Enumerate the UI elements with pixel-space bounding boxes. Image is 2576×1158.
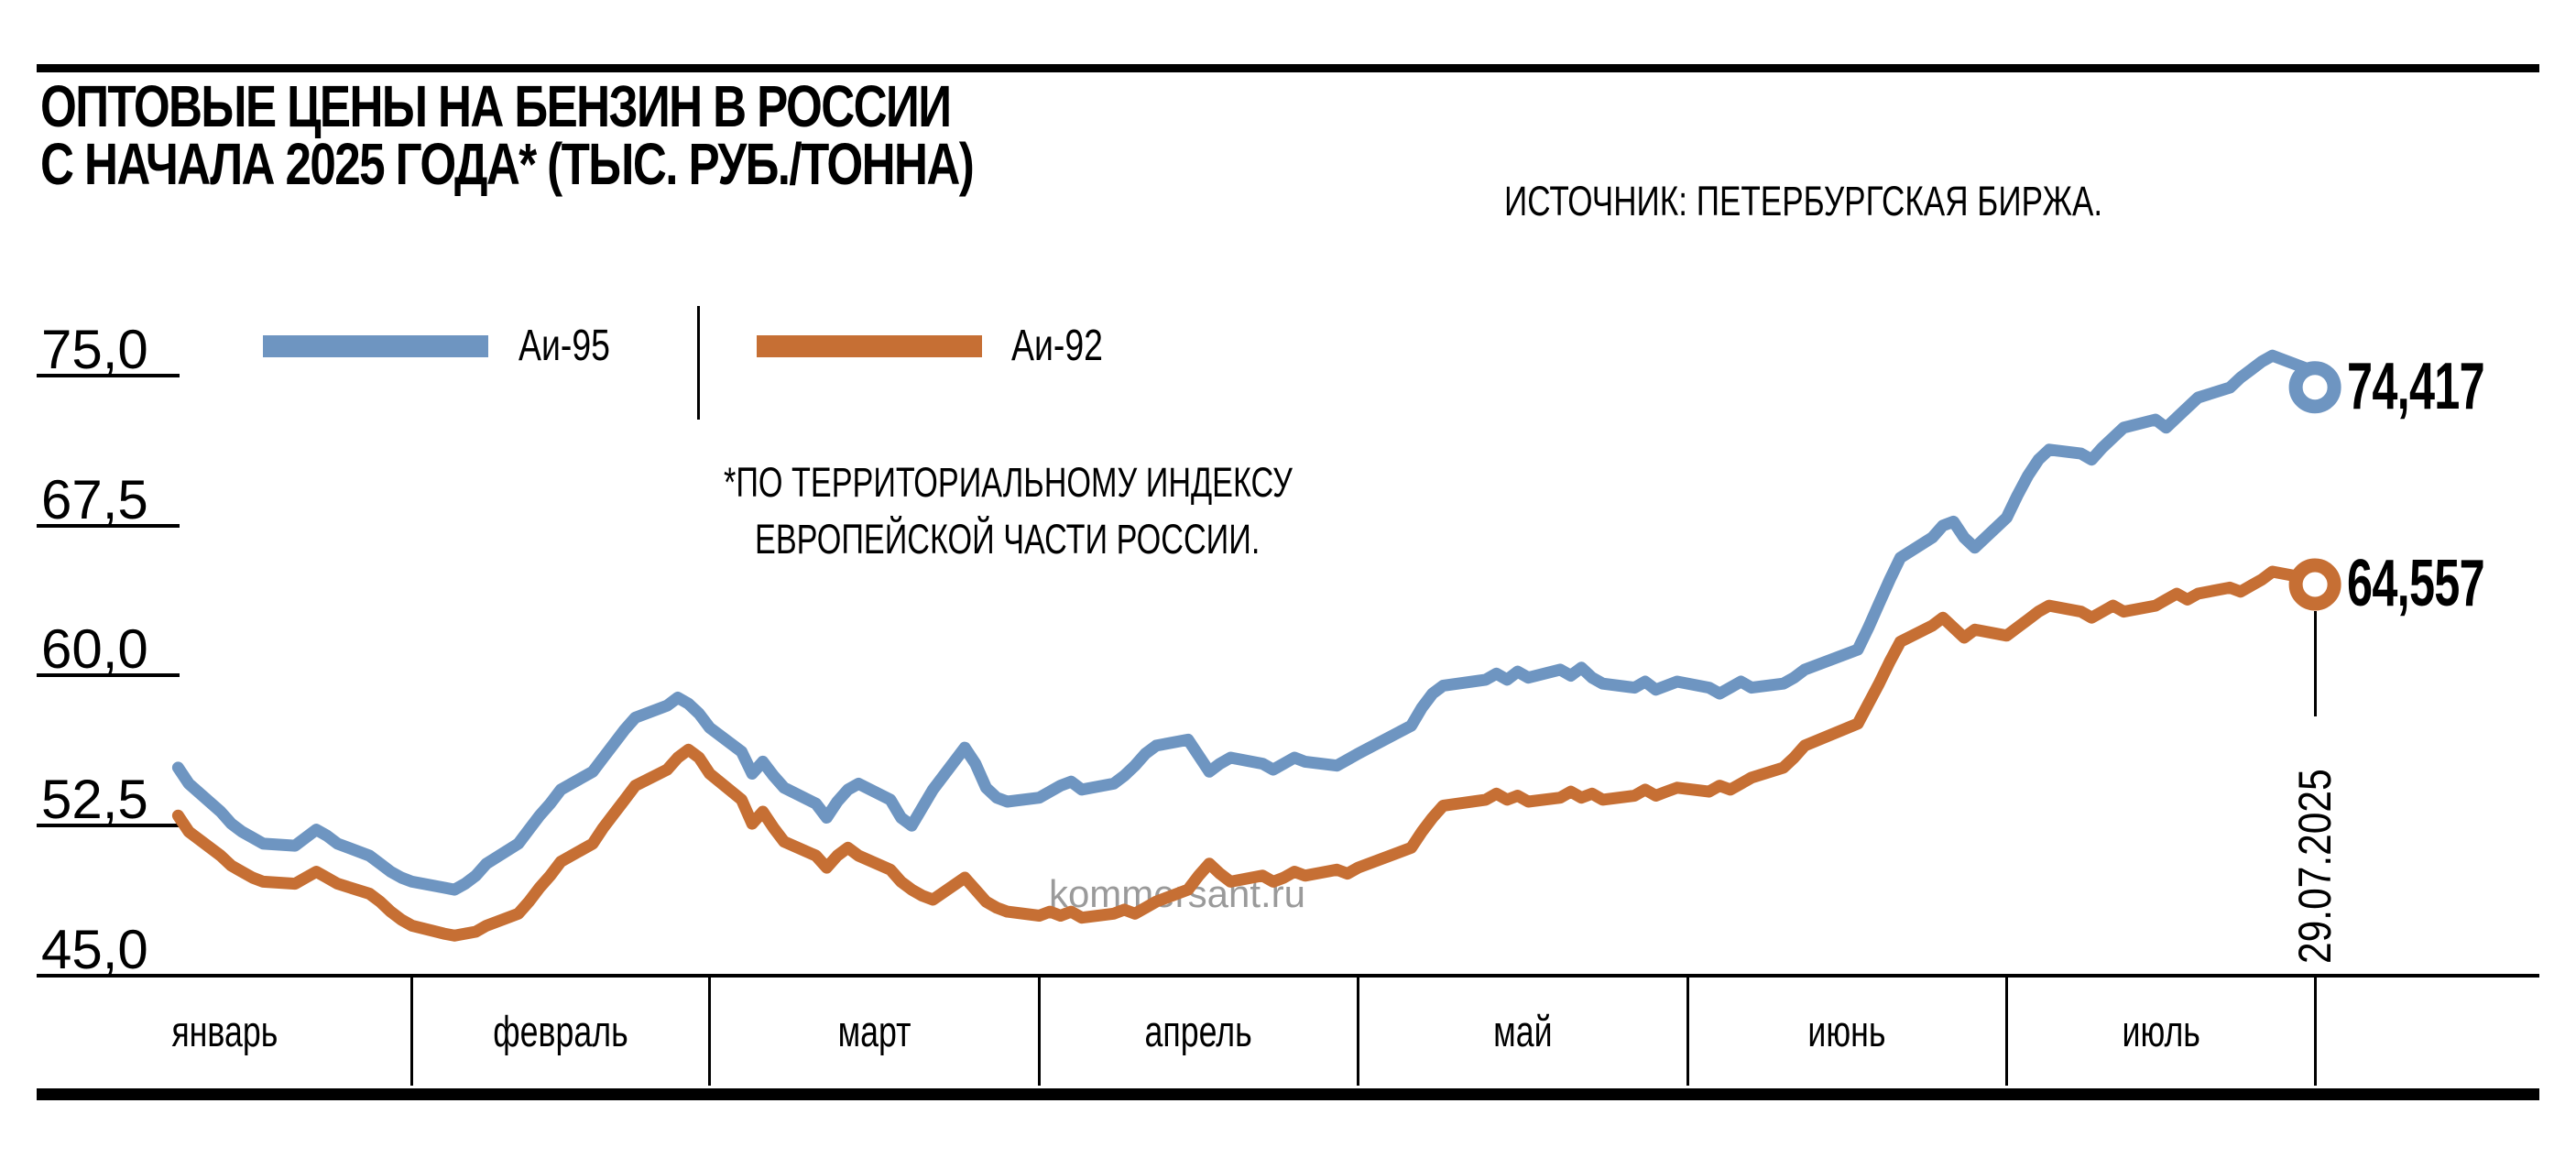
month-label-text: июль: [2122, 1007, 2200, 1055]
y-tick-label: 67,5: [41, 468, 148, 530]
legend-divider: [697, 306, 700, 420]
legend-label-ai92: Аи-92: [1011, 322, 1103, 370]
y-tick-line: [37, 673, 180, 678]
month-label-text: апрель: [1144, 1007, 1253, 1055]
month-label: апрель: [1039, 1010, 1358, 1053]
y-tick-line: [37, 374, 180, 377]
y-tick-label: 52,5: [41, 769, 148, 831]
month-tick: [1037, 978, 1041, 1086]
page-title: ОПТОВЫЕ ЦЕНЫ НА БЕНЗИН В РОССИИ: [40, 77, 1178, 136]
top-rule: [37, 64, 2539, 72]
month-label-text: февраль: [493, 1007, 628, 1055]
legend-label-ai95: Аи-95: [518, 322, 610, 370]
month-label-text: январь: [170, 1007, 278, 1055]
y-tick-line: [37, 824, 180, 828]
page-subtitle: С НАЧАЛА 2025 ГОДА* (ТЫС. РУБ./ТОННА): [40, 135, 1206, 193]
series-line-95: [171, 349, 2321, 896]
month-label-text: июнь: [1807, 1007, 1886, 1055]
month-label: июнь: [1687, 1010, 2006, 1053]
value-label-ai92: 64,557: [2347, 547, 2485, 620]
legend-swatch-ai92: [757, 335, 982, 357]
month-label: февраль: [412, 1010, 710, 1053]
x-axis-line: [37, 974, 2539, 978]
bottom-bar: [37, 1088, 2539, 1100]
y-tick-label: 75,0: [41, 319, 148, 380]
series-line-92: [171, 565, 2321, 942]
month-label-text: май: [1493, 1007, 1553, 1055]
y-tick-label: 45,0: [41, 918, 148, 980]
date-leader-line: [2313, 611, 2317, 716]
month-tick: [708, 978, 712, 1086]
legend-swatch-ai95: [263, 335, 488, 357]
value-label-ai95: 74,417: [2347, 349, 2485, 423]
month-label: январь: [37, 1010, 412, 1053]
end-marker-92: [2288, 558, 2341, 611]
month-tick: [1357, 978, 1360, 1086]
month-tick: [1686, 978, 1689, 1086]
page-title-line1: ОПТОВЫЕ ЦЕНЫ НА БЕНЗИН В РОССИИ: [40, 73, 952, 139]
source-label: ИСТОЧНИК: ПЕТЕРБУРГСКАЯ БИРЖА.: [1504, 178, 2103, 224]
month-label: май: [1359, 1010, 1688, 1053]
y-tick-label: 60,0: [41, 618, 148, 681]
month-label: июль: [2007, 1010, 2316, 1053]
month-tick: [410, 978, 414, 1086]
date-label: 29.07.2025: [2289, 769, 2341, 964]
page-title-line2: С НАЧАЛА 2025 ГОДА* (ТЫС. РУБ./ТОННА): [40, 131, 975, 197]
y-tick-line: [37, 523, 180, 528]
footnote-line2: ЕВРОПЕЙСКОЙ ЧАСТИ РОССИИ.: [755, 516, 1261, 563]
month-tick: [2005, 978, 2008, 1086]
footnote-line1: *ПО ТЕРРИТОРИАЛЬНОМУ ИНДЕКСУ: [723, 459, 1293, 506]
month-label: март: [710, 1010, 1040, 1053]
month-tick: [2313, 978, 2317, 1086]
end-marker-95: [2288, 361, 2341, 414]
month-label-text: март: [837, 1007, 911, 1055]
